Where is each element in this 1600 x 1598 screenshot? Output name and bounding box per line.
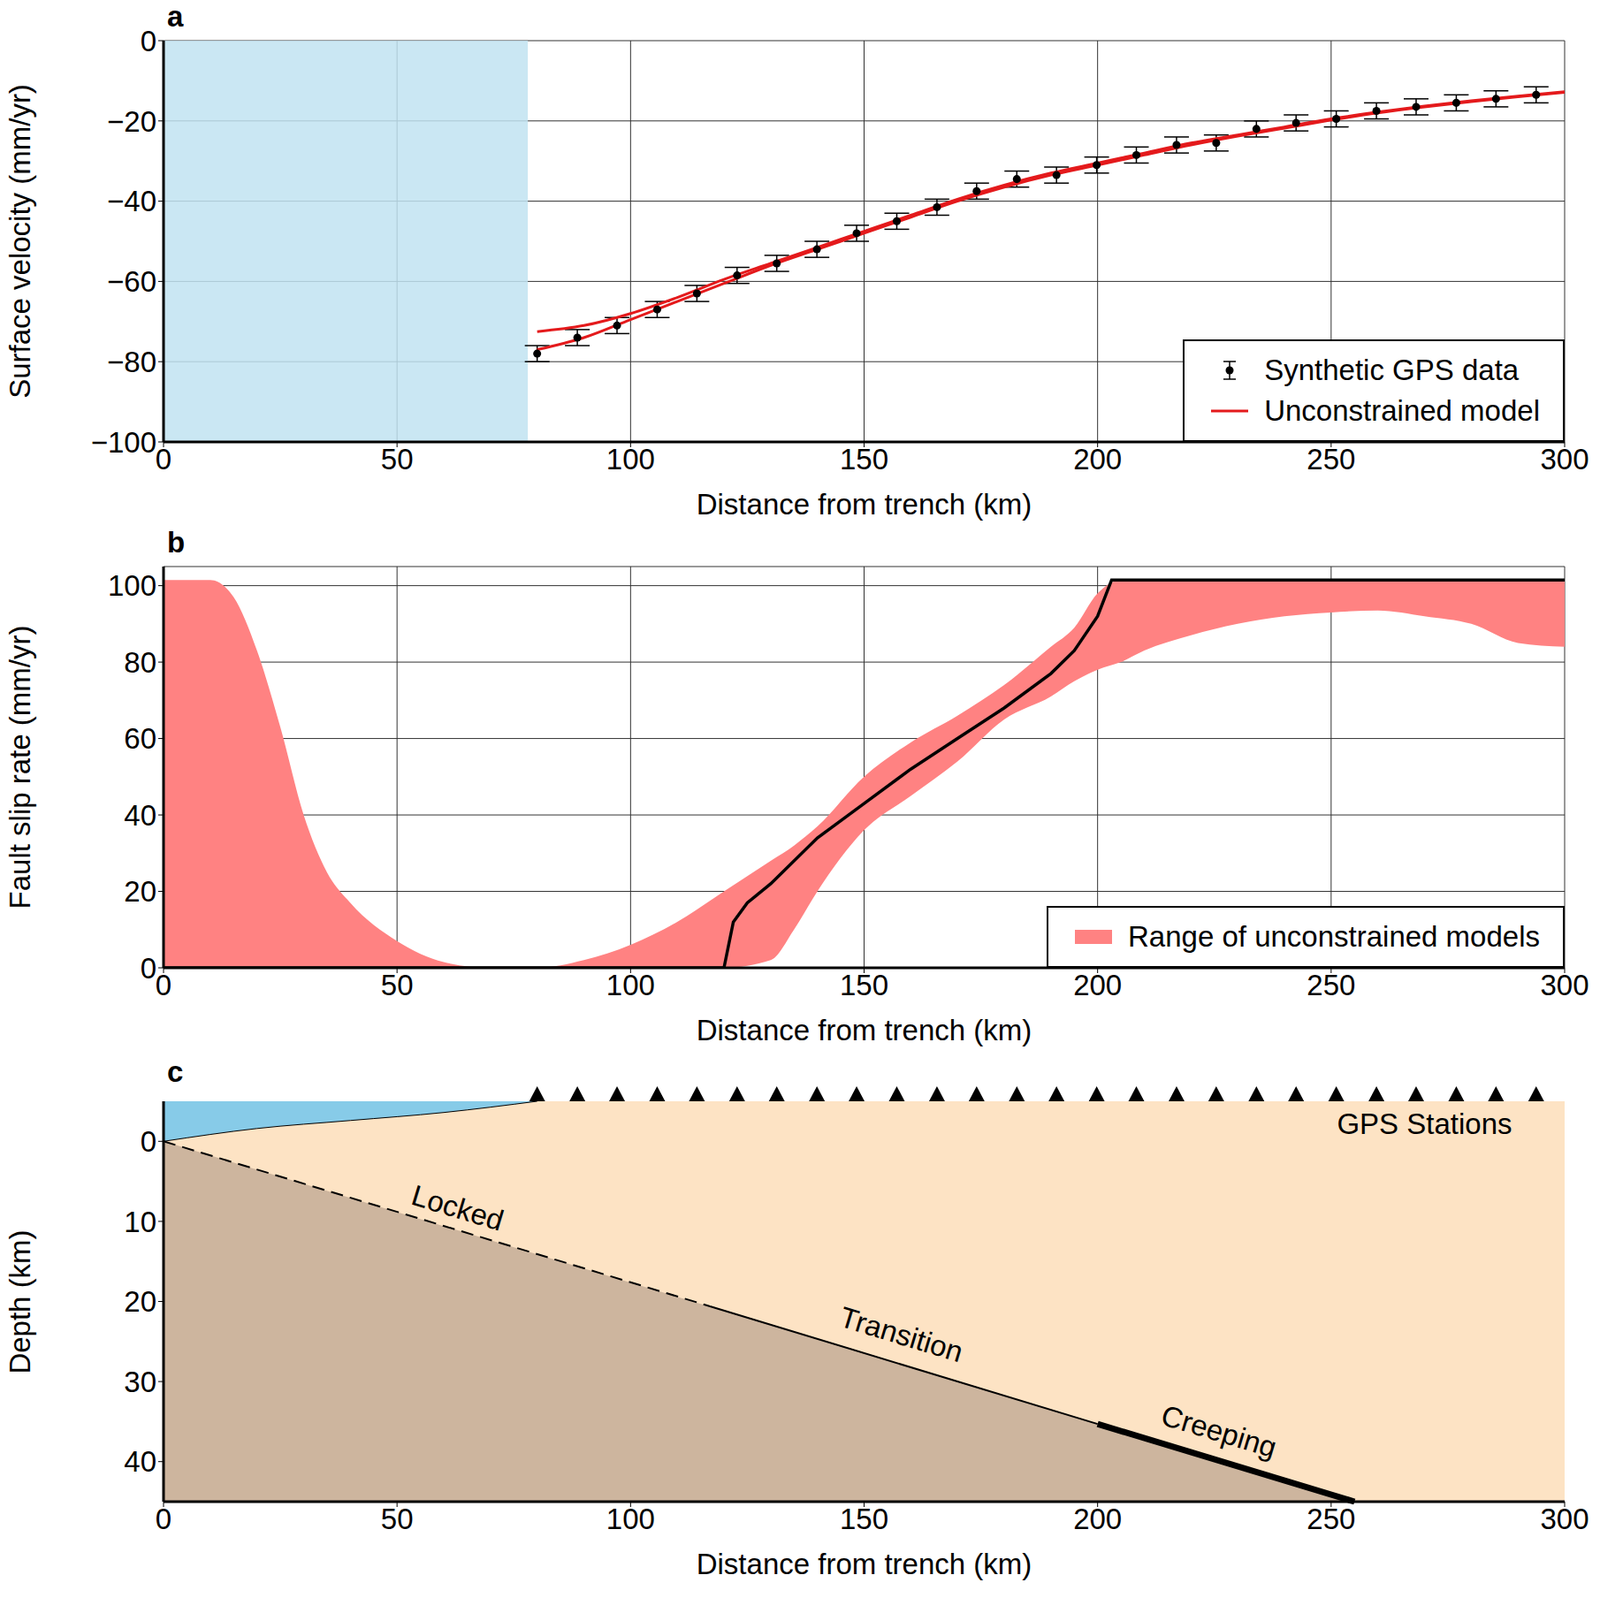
svg-text:30: 30 [123,1365,157,1399]
svg-text:150: 150 [839,442,889,476]
svg-text:250: 250 [1306,968,1356,1002]
svg-text:250: 250 [1306,442,1356,476]
svg-text:0: 0 [155,968,172,1002]
svg-text:200: 200 [1073,442,1122,476]
svg-text:80: 80 [123,646,157,679]
svg-text:20: 20 [123,875,157,908]
svg-text:100: 100 [606,968,656,1002]
svg-text:GPS Stations: GPS Stations [1336,1107,1512,1141]
svg-text:0: 0 [140,1125,157,1159]
svg-text:−80: −80 [106,345,157,379]
svg-text:Transition: Transition [836,1300,968,1369]
html-text:Surface velocity (mm/yr): Surface velocity (mm/yr) [3,84,36,399]
svg-text:10: 10 [123,1205,157,1239]
html-text:b: b [167,525,185,559]
svg-text:0: 0 [155,1502,172,1536]
svg-text:Creeping: Creeping [1158,1398,1281,1464]
svg-text:0: 0 [140,952,157,985]
svg-text:Locked: Locked [408,1178,509,1237]
svg-text:60: 60 [123,722,157,755]
svg-text:300: 300 [1539,442,1589,476]
html-text:Distance from trench (km): Distance from trench (km) [696,487,1032,521]
svg-text:300: 300 [1539,968,1589,1002]
svg-text:20: 20 [123,1285,157,1319]
html-text:Depth (km): Depth (km) [3,1229,36,1374]
svg-text:200: 200 [1073,968,1122,1002]
html-text:Distance from trench (km): Distance from trench (km) [696,1547,1032,1581]
svg-text:250: 250 [1306,1502,1356,1536]
html-text:Unconstrained model: Unconstrained model [1264,394,1540,427]
svg-text:−40: −40 [106,184,157,218]
html-text:Fault slip rate (mm/yr): Fault slip rate (mm/yr) [3,625,36,910]
svg-text:−60: −60 [106,265,157,298]
svg-text:200: 200 [1073,1502,1122,1536]
svg-text:150: 150 [839,968,889,1002]
svg-text:0: 0 [140,24,157,58]
html-text:Synthetic GPS data: Synthetic GPS data [1264,353,1519,387]
svg-text:50: 50 [380,968,414,1002]
svg-text:100: 100 [606,442,656,476]
svg-text:0: 0 [155,442,172,476]
svg-text:40: 40 [123,1445,157,1479]
svg-text:50: 50 [380,1502,414,1536]
html-text:c: c [167,1055,184,1089]
svg-text:−20: −20 [106,105,157,138]
svg-text:100: 100 [107,569,157,602]
html-text:Distance from trench (km): Distance from trench (km) [696,1013,1032,1047]
svg-text:−100: −100 [91,426,157,459]
svg-text:150: 150 [839,1502,889,1536]
html-text:a: a [167,0,184,33]
svg-text:50: 50 [380,442,414,476]
html-text:Range of unconstrained models: Range of unconstrained models [1127,920,1540,953]
svg-text:100: 100 [606,1502,656,1536]
svg-text:300: 300 [1539,1502,1589,1536]
svg-text:40: 40 [123,799,157,832]
